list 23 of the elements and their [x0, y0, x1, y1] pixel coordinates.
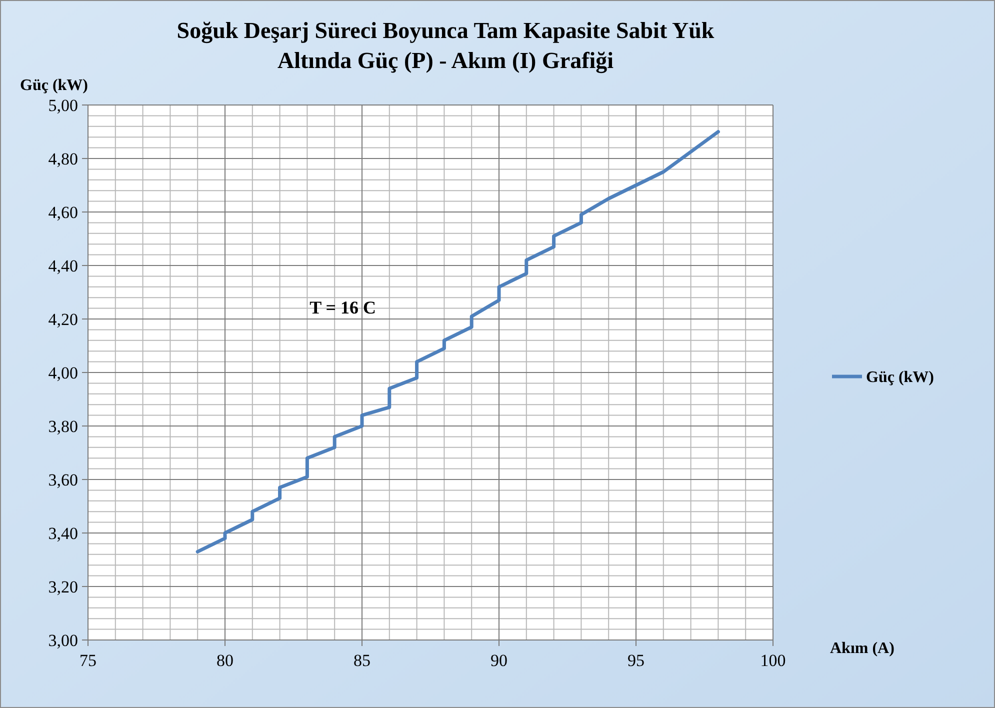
y-tick-label: 3,40	[48, 524, 78, 543]
x-tick-label: 90	[490, 651, 508, 670]
y-tick-label: 3,00	[48, 630, 78, 650]
x-tick-label: 80	[216, 651, 234, 670]
x-tick-label: 75	[80, 651, 96, 670]
legend-label: Güç (kW)	[866, 369, 934, 386]
y-axis-title: Güç (kW)	[20, 77, 88, 94]
y-tick-label: 4,80	[48, 149, 78, 168]
x-tick-label: 95	[628, 651, 644, 670]
y-tick-label: 3,20	[48, 577, 78, 596]
x-tick-label: 85	[354, 651, 370, 670]
x-axis-title: Akım (A)	[830, 640, 894, 657]
y-tick-label: 3,80	[48, 416, 78, 436]
y-tick-label: 5,00	[48, 96, 78, 115]
y-tick-label: 4,00	[48, 363, 78, 382]
y-tick-label: 4,60	[48, 202, 78, 222]
chart-title: Soğuk Deşarj Süreci Boyunca Tam Kapasite Sabit Yük Altında Güç (P) - Akım (I) Grafiği	[176, 18, 714, 74]
annotation: T = 16 C	[310, 298, 376, 318]
x-tick-label: 100	[760, 651, 786, 670]
line-series	[196, 130, 720, 554]
y-tick-label: 3,60	[48, 470, 78, 490]
y-tick-label: 4,40	[48, 256, 78, 276]
y-tick-label: 4,20	[48, 310, 78, 329]
